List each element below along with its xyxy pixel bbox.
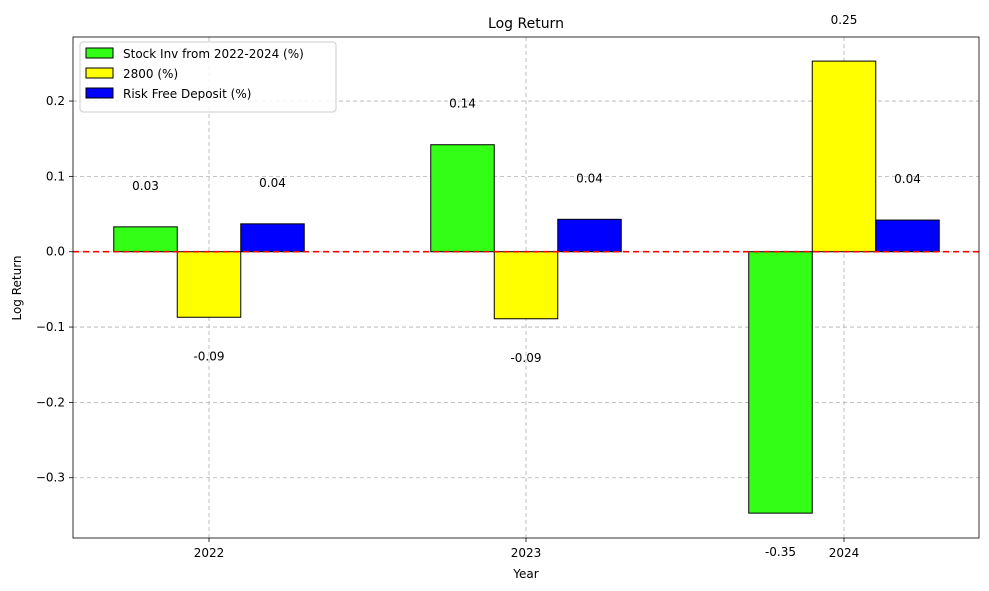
y-tick-label: 0.2	[46, 94, 65, 108]
ticks-layer: 0.2 0.1 0.0 −0.1 −0.2 −0.3 2022 2023 2024	[36, 94, 859, 560]
bar	[240, 223, 305, 253]
data-label: -0.09	[510, 351, 541, 365]
data-labels-layer: 0.03 0.14 -0.35 -0.09 -0.09 0.25 0.04 0.04 0.04	[132, 13, 921, 559]
data-label: 0.04	[259, 176, 286, 190]
bar	[176, 251, 242, 318]
y-tick-label: −0.2	[36, 395, 65, 409]
y-tick-label: 0.0	[46, 245, 65, 259]
bar	[748, 251, 813, 514]
bar	[557, 218, 622, 253]
data-label: -0.35	[765, 545, 796, 559]
legend-swatch	[85, 47, 114, 59]
legend-swatch	[85, 87, 114, 99]
legend-box	[79, 41, 337, 113]
bar	[493, 251, 559, 320]
data-label: 0.14	[449, 97, 476, 111]
x-tick-label: 2022	[194, 546, 225, 560]
bar	[430, 144, 495, 253]
legend-label: Stock Inv from 2022-2024 (%)	[123, 47, 304, 61]
y-tick-label: 0.1	[46, 169, 65, 183]
y-tick-label: −0.1	[36, 320, 65, 334]
legend-label: 2800 (%)	[123, 67, 178, 81]
y-tick-label: −0.3	[36, 471, 65, 485]
bars-layer	[113, 60, 940, 514]
y-axis-title: Log Return	[10, 255, 24, 320]
bar	[811, 60, 877, 253]
data-label: 0.04	[894, 172, 921, 186]
legend-swatch	[85, 67, 114, 79]
data-label: 0.25	[831, 13, 858, 27]
data-label: 0.04	[576, 171, 603, 185]
bar	[875, 219, 940, 253]
x-tick-label: 2023	[511, 546, 542, 560]
legend: Stock Inv from 2022-2024 (%) 2800 (%) Risk…	[79, 41, 337, 113]
chart-title: Log Return	[488, 16, 564, 32]
data-label: -0.09	[193, 349, 224, 363]
legend-label: Risk Free Deposit (%)	[123, 87, 251, 101]
data-label: 0.03	[132, 179, 159, 193]
x-axis-title: Year	[512, 567, 538, 581]
bar	[113, 226, 178, 253]
x-tick-label: 2024	[829, 546, 860, 560]
